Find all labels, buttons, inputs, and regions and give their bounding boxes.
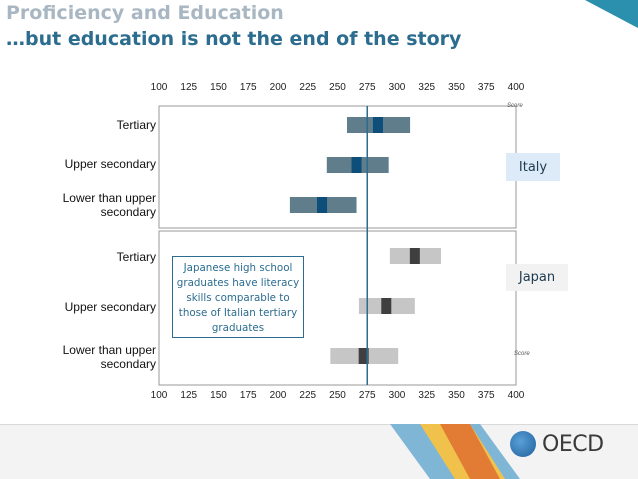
country-label-japan: Japan [506, 264, 568, 291]
footer-stripe-orange [440, 424, 500, 479]
x-tick-top-150: 150 [210, 82, 227, 93]
row-label-japan-tertiary: Tertiary [116, 250, 156, 264]
x-tick-top-225: 225 [299, 82, 316, 93]
x-tick-bottom-400: 400 [508, 390, 525, 401]
footer-decoration [390, 424, 520, 479]
x-tick-top-250: 250 [329, 82, 346, 93]
mean-marker-japan-0 [409, 248, 420, 264]
row-label-japan-lower-secondary: Lower than upper secondary [62, 343, 156, 371]
oecd-logo: OECD [510, 427, 628, 461]
mean-marker-italy-2 [317, 197, 328, 213]
x-tick-top-100: 100 [151, 82, 168, 93]
oecd-logo-text: OECD [542, 431, 604, 457]
score-label-top: Score [507, 103, 523, 109]
row-label-japan-upper-secondary: Upper secondary [64, 300, 156, 314]
annotation-callout: Japanese high school graduates have lite… [172, 256, 304, 338]
x-tick-bottom-375: 375 [478, 390, 495, 401]
footer-divider [0, 424, 638, 425]
mean-marker-italy-1 [351, 157, 362, 173]
x-tick-bottom-100: 100 [151, 390, 168, 401]
x-tick-bottom-225: 225 [299, 390, 316, 401]
row-label-italy-lower-secondary: Lower than upper secondary [62, 191, 156, 219]
x-tick-top-300: 300 [389, 82, 406, 93]
x-tick-top-175: 175 [240, 82, 257, 93]
corner-triangle [585, 0, 638, 28]
corner-decoration [585, 0, 638, 28]
mean-marker-japan-1 [381, 298, 392, 314]
x-tick-top-400: 400 [508, 82, 525, 93]
x-tick-bottom-275: 275 [359, 390, 376, 401]
mean-marker-japan-2 [358, 348, 369, 364]
x-tick-bottom-150: 150 [210, 390, 227, 401]
x-tick-top-200: 200 [270, 82, 287, 93]
x-tick-top-350: 350 [448, 82, 465, 93]
row-label-italy-upper-secondary: Upper secondary [64, 157, 156, 171]
x-tick-bottom-250: 250 [329, 390, 346, 401]
x-tick-bottom-300: 300 [389, 390, 406, 401]
x-tick-top-325: 325 [418, 82, 435, 93]
x-tick-bottom-125: 125 [180, 390, 197, 401]
x-tick-top-275: 275 [359, 82, 376, 93]
score-label-bottom: Score [514, 351, 530, 357]
x-tick-top-375: 375 [478, 82, 495, 93]
page-subtitle: …but education is not the end of the sto… [6, 28, 462, 50]
row-label-italy-tertiary: Tertiary [116, 118, 156, 132]
mean-marker-italy-0 [372, 117, 383, 133]
x-tick-bottom-325: 325 [418, 390, 435, 401]
country-label-italy: Italy [506, 153, 560, 181]
page-title: Proficiency and Education [6, 2, 284, 24]
x-tick-bottom-175: 175 [240, 390, 257, 401]
x-tick-bottom-350: 350 [448, 390, 465, 401]
globe-icon [510, 431, 536, 457]
x-tick-top-125: 125 [180, 82, 197, 93]
x-tick-bottom-200: 200 [270, 390, 287, 401]
